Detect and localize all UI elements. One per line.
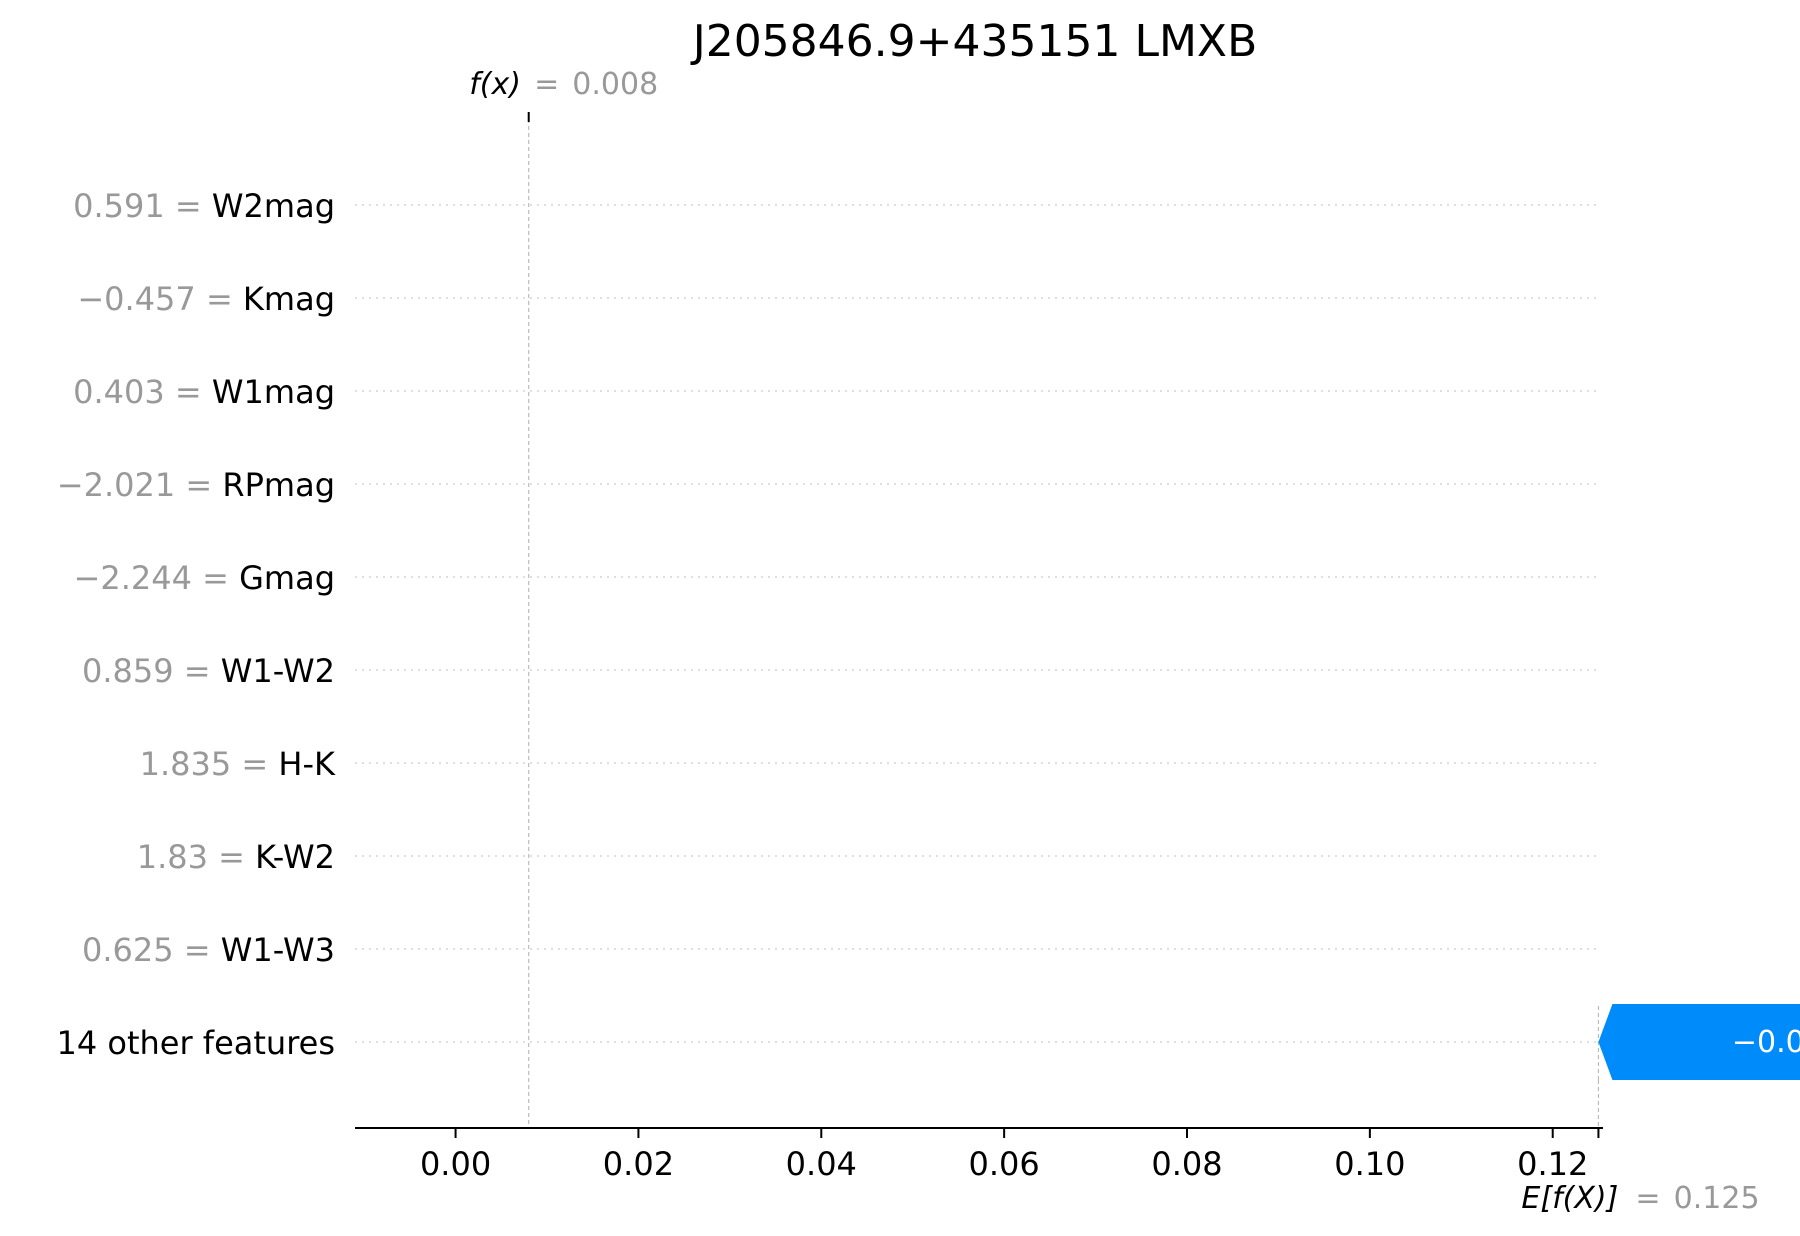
feature-value: 1.835 (140, 745, 242, 783)
feature-equals: = (184, 652, 221, 690)
feature-name: W1-W2 (221, 652, 335, 690)
feature-value: 0.859 (82, 652, 184, 690)
feature-name: Gmag (239, 559, 335, 597)
feature-equals: = (185, 466, 222, 504)
x-tick-label: 0.08 (1151, 1145, 1222, 1183)
expected-value-annotation: E[f(X)] = 0.125 (1521, 1181, 1759, 1216)
x-tick-label: 0.00 (420, 1145, 491, 1183)
feature-name: W2mag (212, 187, 335, 225)
feature-equals: = (175, 373, 212, 411)
feature-name: W1mag (212, 373, 335, 411)
feature-label: −2.021 = RPmag (57, 466, 335, 504)
svg-text:E[f(X)] = 0.125: E[f(X)] = 0.125 (1521, 1181, 1759, 1216)
feature-label: 0.859 = W1-W2 (82, 652, 335, 690)
feature-label: 0.625 = W1-W3 (82, 931, 335, 969)
feature-labels: 0.591 = W2mag −0.457 = Kmag 0.403 = W1mag −… (56, 187, 336, 1062)
feature-value: 0.403 (73, 373, 175, 411)
fx-equals: = (534, 67, 559, 102)
svg-text:f(x) = 0.008: f(x) = 0.008 (469, 67, 658, 102)
x-tick-label: 0.12 (1517, 1145, 1588, 1183)
feature-label: −0.457 = Kmag (77, 280, 335, 318)
x-tick-label: 0.02 (603, 1145, 674, 1183)
feature-value: −0.457 (77, 280, 206, 318)
bar-value-label: −0.04 (1732, 1025, 1800, 1060)
bar-layer: −0.03−0.03−0.02+0.02+0.02−0.01−0.01−0.01… (1598, 1004, 1800, 1080)
feature-name: RPmag (222, 466, 335, 504)
feature-value: −2.021 (57, 466, 186, 504)
fx-annotation: f(x) = 0.008 (469, 67, 658, 102)
feature-name: H-K (278, 745, 336, 783)
connector-layer (527, 112, 1600, 1128)
feature-name: W1-W3 (221, 931, 335, 969)
feature-name: 14 other features (56, 1024, 335, 1062)
waterfall-bar (1598, 1004, 1800, 1080)
feature-equals: = (218, 838, 255, 876)
chart-title: J205846.9+435151 LMXB (690, 16, 1258, 67)
x-axis: 0.00 0.02 0.04 0.06 0.08 0.10 0.12 (355, 1127, 1603, 1183)
feature-name: Kmag (243, 280, 335, 318)
feature-value: 0.625 (82, 931, 184, 969)
feature-equals: = (202, 559, 239, 597)
grid-layer (355, 204, 1600, 1043)
feature-name: K-W2 (255, 838, 335, 876)
feature-value: −2.244 (74, 559, 203, 597)
expected-value-label: E[f(X)] (1521, 1181, 1618, 1216)
feature-label: 0.591 = W2mag (73, 187, 335, 225)
feature-equals: = (175, 187, 212, 225)
feature-label: 0.403 = W1mag (73, 373, 335, 411)
feature-label: 1.83 = K-W2 (137, 838, 335, 876)
feature-label: 14 other features (56, 1024, 335, 1062)
feature-label: −2.244 = Gmag (74, 559, 335, 597)
x-tick-label: 0.04 (786, 1145, 857, 1183)
feature-equals: = (206, 280, 243, 318)
x-tick-label: 0.06 (969, 1145, 1040, 1183)
x-tick-label: 0.10 (1334, 1145, 1405, 1183)
feature-value: 1.83 (137, 838, 218, 876)
fx-value: 0.008 (572, 67, 658, 102)
expected-value-value: 0.125 (1674, 1181, 1760, 1216)
feature-equals: = (184, 931, 221, 969)
feature-label: 1.835 = H-K (140, 745, 336, 783)
feature-value: 0.591 (73, 187, 175, 225)
fx-label: f(x) (469, 67, 521, 102)
expected-value-equals: = (1635, 1181, 1660, 1216)
feature-equals: = (241, 745, 278, 783)
